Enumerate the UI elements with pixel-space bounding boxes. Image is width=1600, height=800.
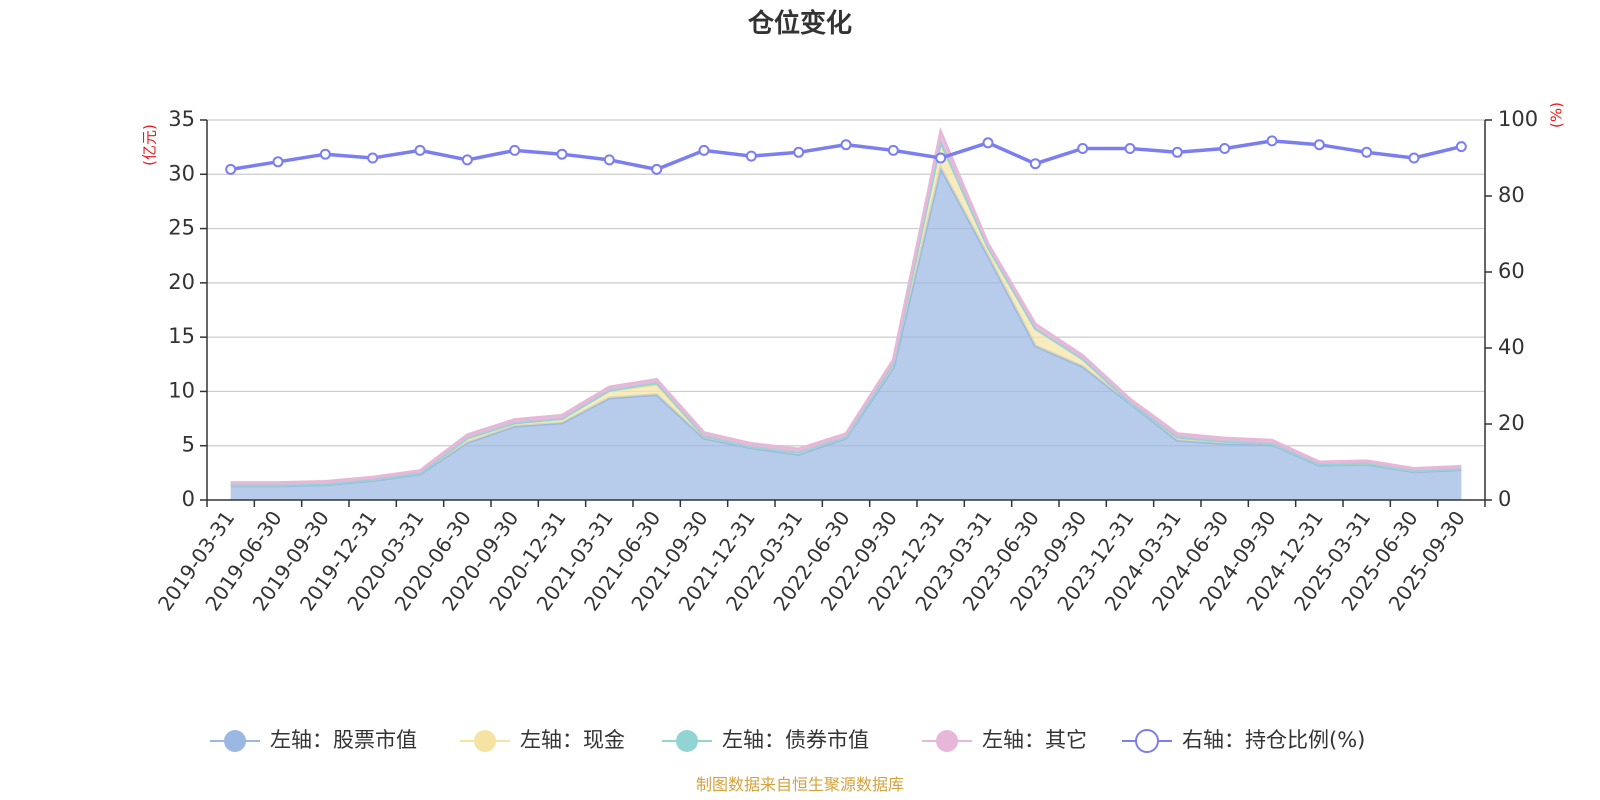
ratio-point xyxy=(461,154,473,166)
ratio-point xyxy=(1124,143,1136,154)
left-tick-label: 10 xyxy=(168,378,195,402)
legend-marker xyxy=(474,730,496,752)
right-axis-ticks: 0 20 40 60 80 100 xyxy=(1485,107,1538,511)
ratio-point xyxy=(1361,146,1373,158)
legend-marker xyxy=(676,730,698,752)
legend-label: 左轴：股票市值 xyxy=(270,728,417,752)
ratio-point xyxy=(556,148,568,160)
left-tick-label: 0 xyxy=(182,487,195,511)
ratio-point xyxy=(745,150,757,162)
ratio-point xyxy=(1171,146,1183,158)
ratio-point xyxy=(367,152,379,164)
left-tick-label: 5 xyxy=(182,433,195,457)
stacked-areas xyxy=(230,126,1462,500)
ratio-point xyxy=(982,137,994,149)
data-source-note: 制图数据来自恒生聚源数据库 xyxy=(696,775,904,794)
left-tick-label: 30 xyxy=(168,161,195,185)
ratio-point xyxy=(1266,135,1278,147)
left-tick-label: 35 xyxy=(168,107,195,131)
ratio-point xyxy=(840,139,852,151)
ratio-point xyxy=(793,146,805,158)
grid-lines xyxy=(207,119,1485,447)
ratio-point xyxy=(935,152,947,164)
legend-label: 左轴：其它 xyxy=(982,728,1087,752)
ratio-point xyxy=(272,156,284,168)
ratio-point xyxy=(225,163,237,175)
ratio-point xyxy=(651,163,663,175)
right-tick-label: 40 xyxy=(1498,335,1525,359)
area-左轴：股票市值 xyxy=(230,167,1462,500)
left-axis-unit: (亿元) xyxy=(141,124,159,166)
right-tick-label: 20 xyxy=(1498,411,1525,435)
ratio-point xyxy=(1313,139,1325,151)
chart-title: 仓位变化 xyxy=(747,8,852,39)
ratio-point xyxy=(1408,152,1420,164)
legend-marker xyxy=(936,730,958,752)
ratio-point xyxy=(319,148,331,160)
right-axis-unit: (%) xyxy=(1548,102,1566,128)
legend-label: 左轴：债券市值 xyxy=(722,728,869,752)
ratio-point xyxy=(1029,158,1041,170)
right-tick-label: 100 xyxy=(1498,107,1538,131)
holding-ratio-line xyxy=(225,135,1467,175)
x-axis-ticks: 2019-03-312019-06-302019-09-302019-12-31… xyxy=(153,500,1486,615)
axes xyxy=(206,120,1486,501)
ratio-point xyxy=(603,154,615,166)
ratio-point xyxy=(414,144,426,156)
ratio-point xyxy=(509,144,521,156)
left-axis-ticks: 0 5 10 15 20 25 30 35 xyxy=(168,107,207,511)
legend-label: 右轴：持仓比例(%) xyxy=(1182,728,1365,752)
legend-label: 左轴：现金 xyxy=(520,728,625,752)
ratio-point xyxy=(1455,141,1467,153)
ratio-point xyxy=(1219,143,1231,154)
ratio-point xyxy=(698,144,710,156)
right-tick-label: 80 xyxy=(1498,183,1525,207)
right-tick-label: 0 xyxy=(1498,487,1511,511)
left-tick-label: 15 xyxy=(168,324,195,348)
left-tick-label: 25 xyxy=(168,216,195,240)
legend-marker xyxy=(1135,729,1159,753)
legend-marker xyxy=(224,730,246,752)
right-tick-label: 60 xyxy=(1498,259,1525,283)
ratio-point xyxy=(887,144,899,156)
legend: 左轴：股票市值 左轴：现金 左轴：债券市值 左轴：其它 右轴：持仓比例(%) xyxy=(210,728,1365,753)
area-edge-左轴：其它 xyxy=(230,126,1462,485)
left-tick-label: 20 xyxy=(168,270,195,294)
ratio-point xyxy=(1077,143,1089,154)
